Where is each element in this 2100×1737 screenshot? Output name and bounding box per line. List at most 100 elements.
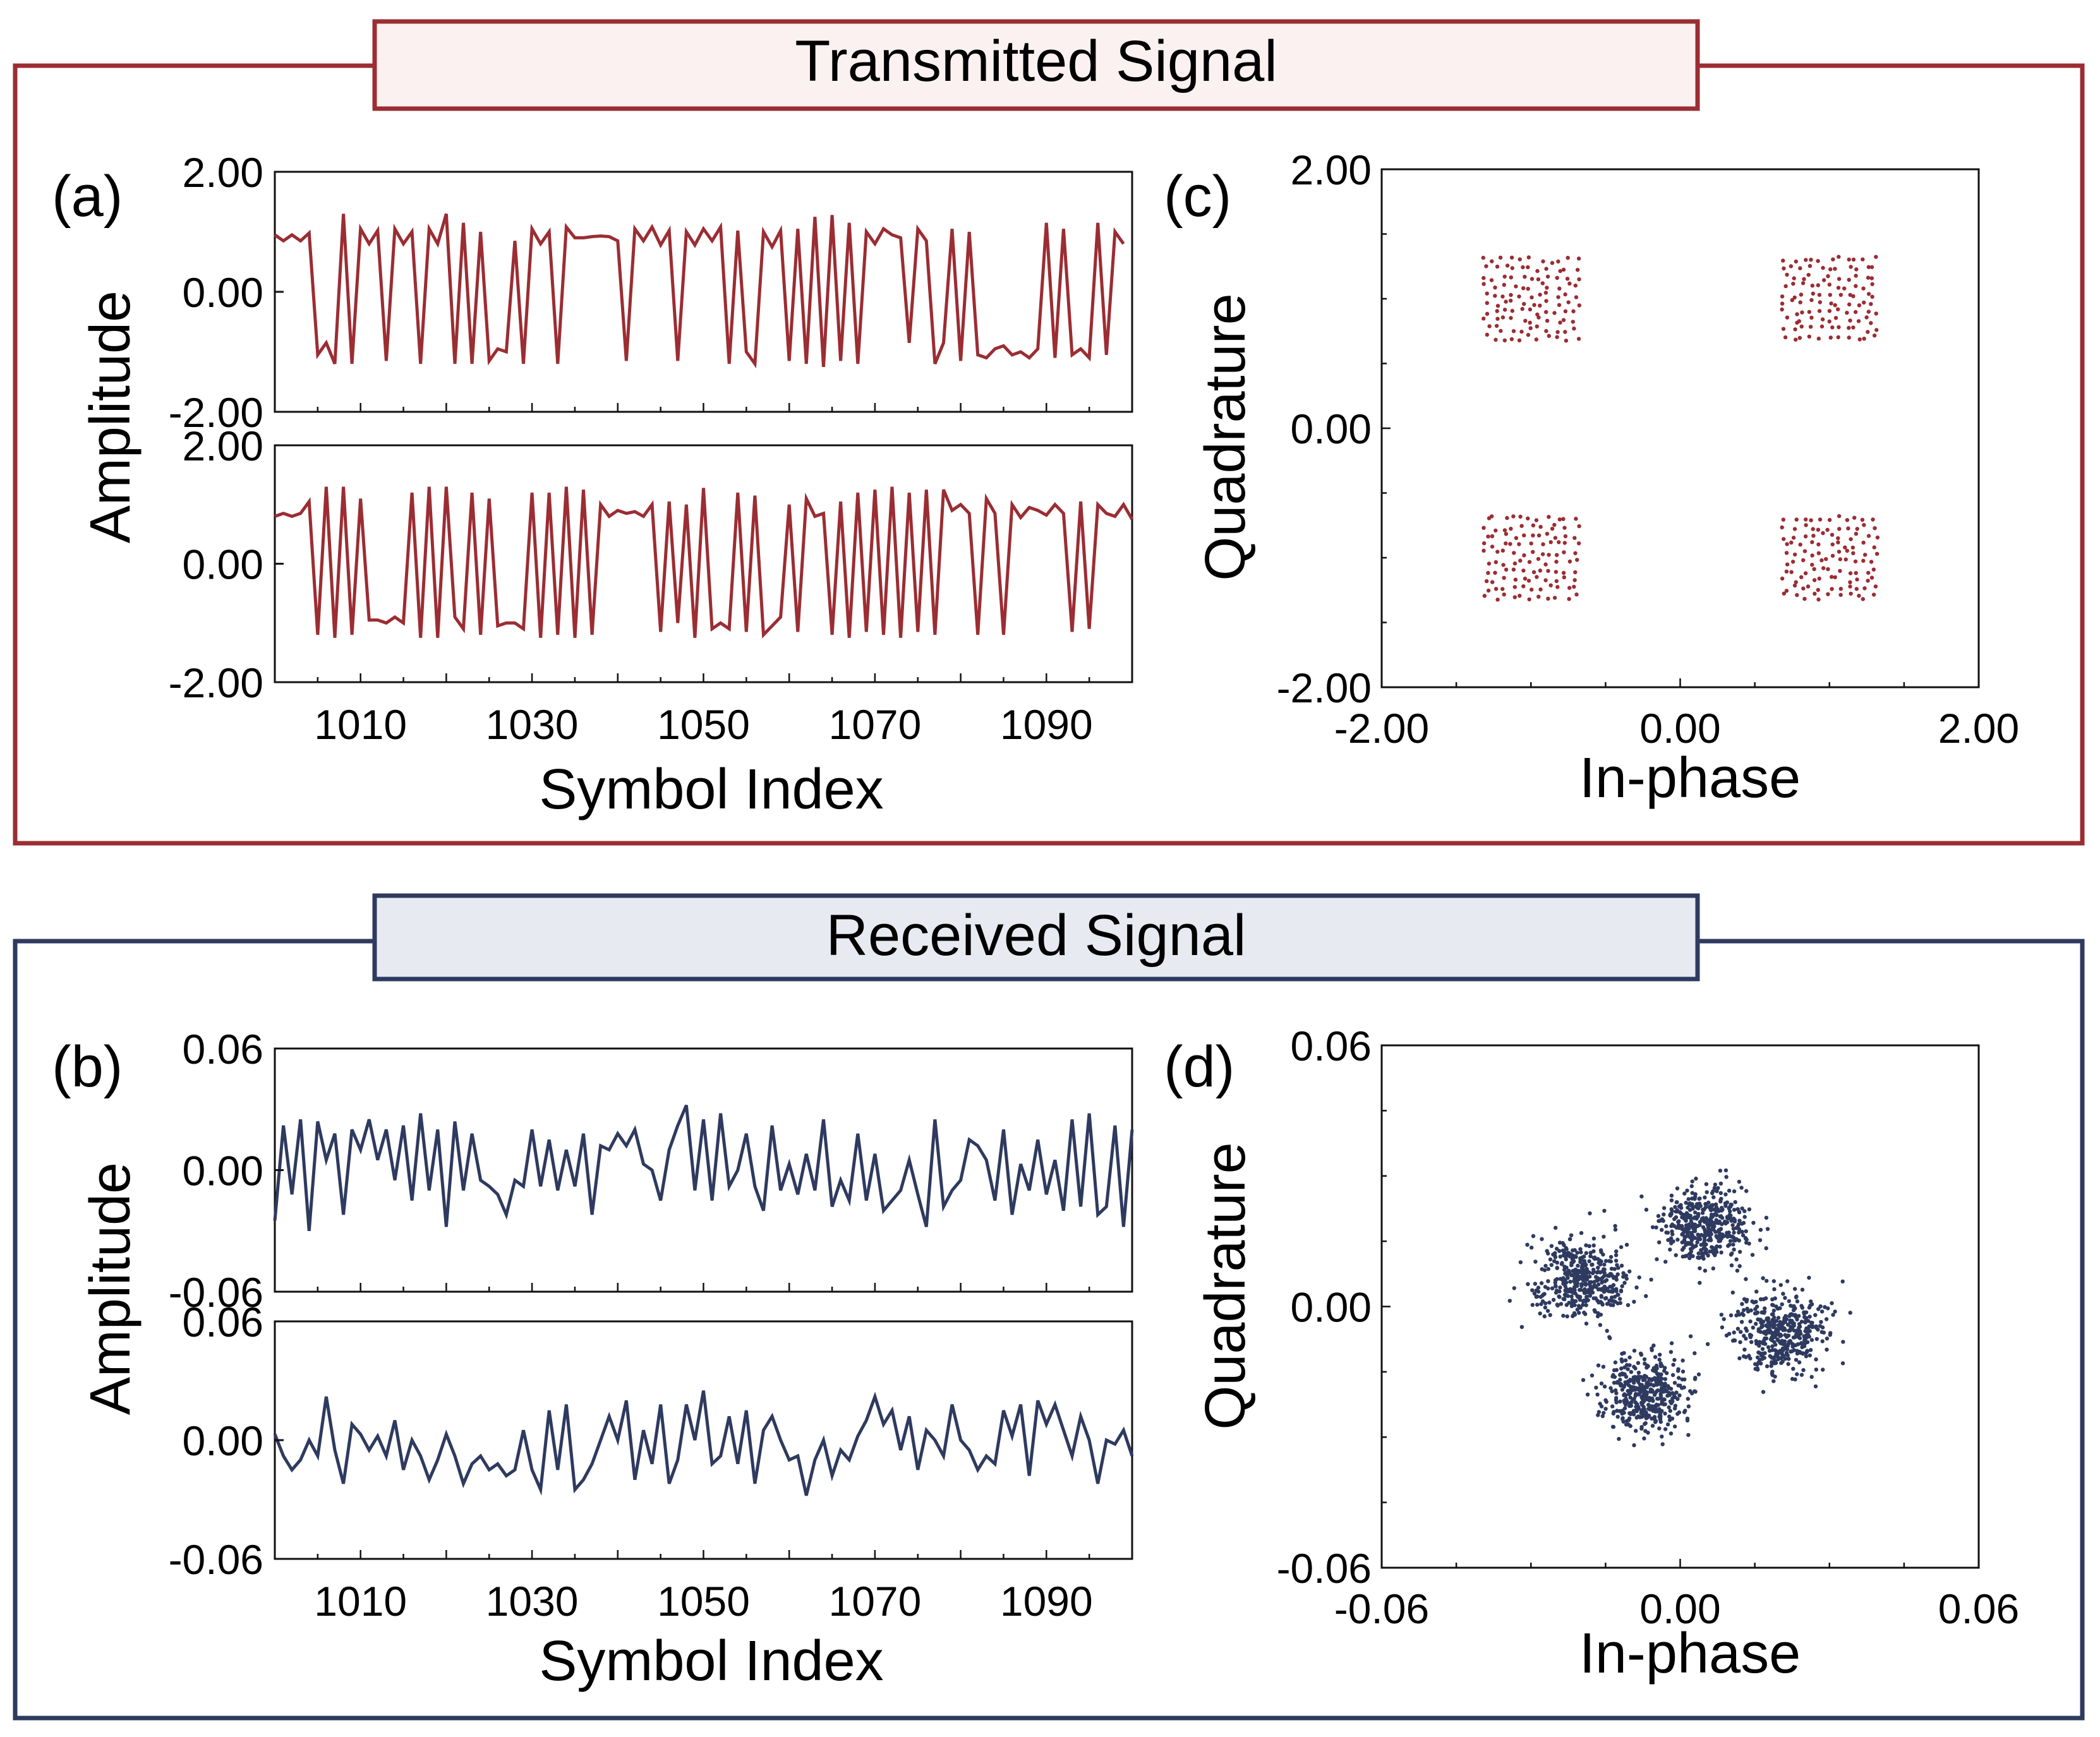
transmitted-constellation-point: [1484, 264, 1488, 268]
received-constellation-point: [1773, 1374, 1777, 1379]
received-constellation-point: [1567, 1268, 1571, 1273]
received-constellation-point: [1581, 1378, 1586, 1382]
received-constellation-point: [1677, 1204, 1682, 1209]
received-constellation-point: [1696, 1212, 1701, 1217]
transmitted-constellation-point: [1487, 324, 1492, 328]
transmitted-constellation-point: [1481, 275, 1486, 280]
received-constellation-point: [1667, 1405, 1671, 1410]
received-constellation-point: [1596, 1287, 1601, 1292]
transmitted-constellation-point: [1848, 580, 1852, 584]
received-constellation-point: [1779, 1326, 1783, 1331]
received-constellation-point: [1786, 1362, 1790, 1366]
received-constellation-point: [1807, 1275, 1811, 1280]
transmitted-constellation-point: [1794, 337, 1798, 342]
transmitted-constellation-point: [1500, 548, 1505, 553]
transmitted-constellation-point: [1789, 570, 1794, 574]
received-constellation-point: [1684, 1201, 1688, 1205]
received-constellation-point: [1772, 1340, 1777, 1344]
received-constellation-point: [1848, 1311, 1852, 1315]
received-constellation-point: [1647, 1377, 1651, 1381]
transmitted-constellation-point: [1509, 275, 1513, 280]
transmitted-constellation-point: [1528, 326, 1533, 330]
transmitted-constellation-point: [1494, 528, 1498, 533]
received-constellation-point: [1579, 1282, 1584, 1287]
transmitted-constellation-point: [1490, 544, 1495, 549]
transmitted-constellation-point: [1544, 299, 1548, 303]
received-constellation-point: [1795, 1372, 1799, 1376]
received-constellation-point: [1723, 1192, 1728, 1197]
transmitted-constellation-point: [1857, 303, 1862, 308]
transmitted-constellation-point: [1545, 531, 1550, 536]
received-constellation-point: [1794, 1357, 1799, 1362]
c-xtick-label: -2.00: [1334, 705, 1429, 752]
transmitted-constellation-point: [1838, 292, 1843, 297]
received-constellation-point: [1611, 1424, 1616, 1429]
received-constellation-point: [1823, 1305, 1827, 1309]
received-constellation-point: [1570, 1257, 1575, 1261]
received-constellation-point: [1622, 1350, 1626, 1355]
transmitted-constellation-point: [1540, 281, 1545, 285]
transmitted-constellation-point: [1847, 302, 1852, 307]
received-constellation-point: [1562, 1268, 1567, 1272]
received-constellation-point: [1531, 1234, 1536, 1239]
received-constellation-point: [1792, 1335, 1797, 1340]
received-constellation-point: [1635, 1392, 1639, 1397]
transmitted-constellation-point: [1850, 545, 1855, 550]
received-constellation-point: [1518, 1260, 1523, 1265]
transmitted-constellation-point: [1481, 526, 1486, 530]
transmitted-constellation-point: [1844, 557, 1848, 562]
received-constellation-point: [1546, 1251, 1550, 1256]
received-constellation-point: [1600, 1275, 1605, 1280]
transmitted-constellation-point: [1821, 278, 1826, 282]
received-constellation-point: [1719, 1196, 1723, 1201]
received-constellation-point: [1779, 1356, 1783, 1361]
received-constellation-point: [1770, 1344, 1775, 1349]
received-constellation-point: [1644, 1208, 1649, 1212]
received-constellation-point: [1588, 1291, 1592, 1295]
received-constellation-point: [1582, 1310, 1586, 1315]
transmitted-constellation-point: [1833, 303, 1837, 308]
received-constellation-point: [1705, 1222, 1710, 1227]
received-constellation-point: [1688, 1334, 1693, 1338]
received-constellation-point: [1596, 1276, 1600, 1280]
received-constellation-point: [1624, 1242, 1629, 1247]
received-constellation-point: [1734, 1313, 1739, 1318]
received-constellation-point: [1671, 1362, 1675, 1367]
a-ylabel: Amplitude: [79, 291, 142, 543]
received-constellation-point: [1741, 1313, 1746, 1318]
received-constellation-point: [1792, 1328, 1797, 1333]
received-constellation-point: [1554, 1246, 1559, 1251]
transmitted-constellation-point: [1566, 300, 1571, 304]
received-constellation-point: [1694, 1205, 1698, 1209]
received-constellation-point: [1747, 1354, 1751, 1358]
transmitted-constellation-point: [1522, 533, 1526, 538]
received-constellation-point: [1732, 1330, 1736, 1335]
transmitted-constellation-points: [1481, 255, 1880, 602]
transmitted-constellation-point: [1826, 567, 1830, 572]
transmitted-constellation-point: [1854, 273, 1858, 278]
received-constellation-point: [1684, 1223, 1689, 1228]
d-plot-frame: [1380, 1044, 1980, 1569]
transmitted-constellation-point: [1520, 306, 1524, 311]
received-constellation-point: [1599, 1287, 1604, 1292]
transmitted-constellation-point: [1571, 309, 1576, 313]
received-constellation-point: [1705, 1229, 1710, 1234]
received-constellation-point: [1636, 1361, 1641, 1365]
transmitted-constellation-point: [1487, 562, 1492, 566]
received-constellation-point: [1642, 1399, 1646, 1403]
a-bottom-xtick-label: 1050: [657, 701, 750, 748]
received-constellation-point: [1789, 1327, 1793, 1331]
received-constellation-point: [1774, 1319, 1778, 1323]
received-constellation-point: [1727, 1206, 1731, 1211]
transmitted-constellation-point: [1795, 312, 1799, 316]
transmitted-constellation-point: [1831, 257, 1835, 261]
received-constellation-point: [1653, 1409, 1658, 1414]
transmitted-constellation-point: [1869, 321, 1873, 325]
transmitted-constellation-point: [1536, 556, 1541, 562]
transmitted-constellation-point: [1504, 567, 1509, 572]
received-constellation-point: [1615, 1409, 1619, 1413]
transmitted-constellation-point: [1875, 535, 1880, 540]
received-constellation-point: [1632, 1349, 1637, 1353]
transmitted-constellation-point: [1782, 537, 1786, 541]
transmitted-constellation-point: [1565, 277, 1570, 281]
